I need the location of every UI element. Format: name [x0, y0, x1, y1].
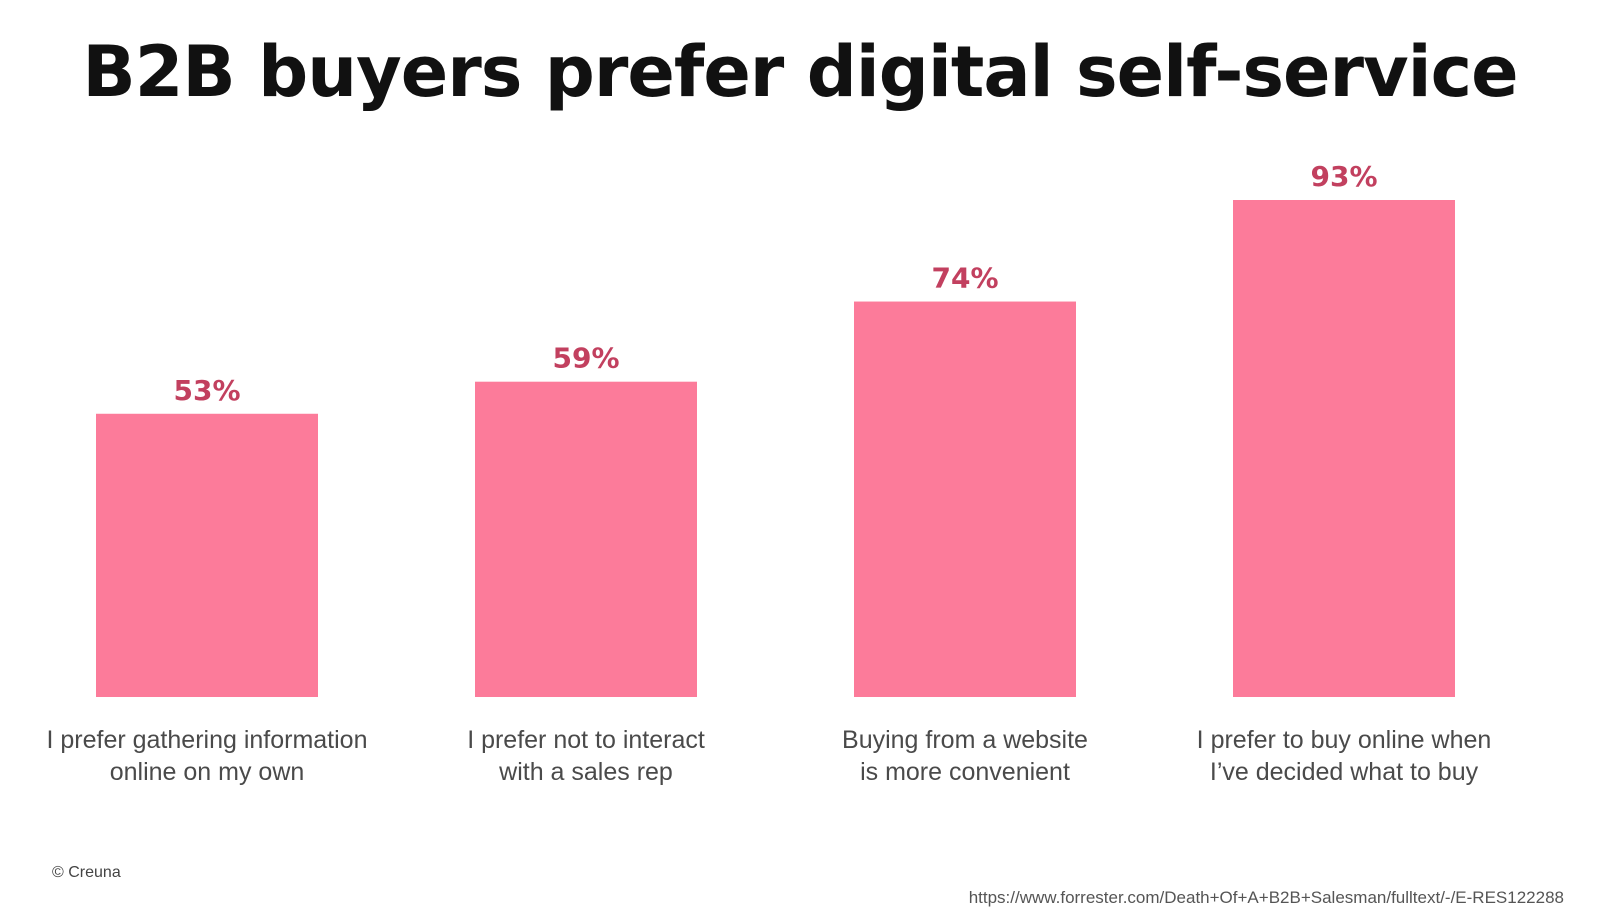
category-label-4: I prefer to buy online when I’ve decided … [1197, 726, 1492, 786]
category-label-1: I prefer gathering information online on … [46, 726, 367, 786]
value-label-4: 93% [1310, 160, 1377, 193]
value-label-1: 53% [173, 374, 240, 407]
bar-1 [96, 413, 318, 697]
category-label-3: Buying from a website is more convenient [842, 726, 1088, 786]
category-label-line: I prefer not to interact [467, 726, 705, 754]
value-labels-group: 53% 59% 74% 93% [173, 160, 1377, 407]
bar-3 [854, 301, 1076, 697]
category-label-2: I prefer not to interact with a sales rep [467, 726, 705, 786]
value-label-3: 74% [931, 262, 998, 295]
category-label-line: with a sales rep [498, 758, 673, 786]
category-label-line: Buying from a website [842, 726, 1088, 754]
page-title: B2B buyers prefer digital self-service [82, 31, 1518, 113]
category-label-line: I prefer gathering information [46, 726, 367, 754]
bar-2 [475, 381, 697, 697]
bars-group [96, 200, 1455, 697]
category-label-line: is more convenient [860, 758, 1070, 786]
copyright-text: © Creuna [52, 864, 121, 881]
value-label-2: 59% [552, 342, 619, 375]
bar-4 [1233, 200, 1455, 697]
source-link[interactable]: https://www.forrester.com/Death+Of+A+B2B… [968, 888, 1564, 907]
category-label-line: online on my own [110, 758, 305, 786]
category-labels-group: I prefer gathering information online on … [46, 726, 1491, 786]
category-label-line: I’ve decided what to buy [1210, 758, 1479, 786]
category-label-line: I prefer to buy online when [1197, 726, 1492, 754]
